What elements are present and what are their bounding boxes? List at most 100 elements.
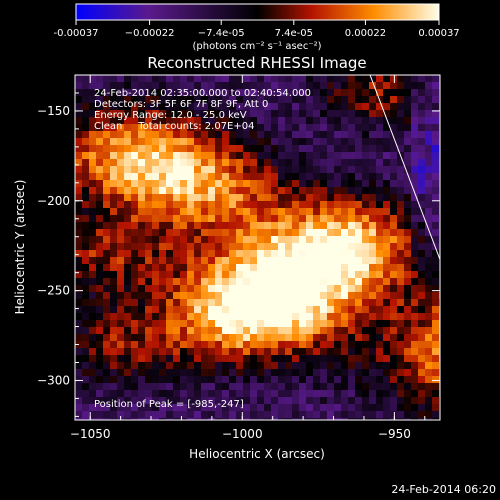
heatmap-cell	[229, 138, 236, 145]
heatmap-cell	[320, 201, 327, 208]
heatmap-cell	[215, 96, 222, 103]
heatmap-cell	[250, 334, 257, 341]
heatmap-cell	[362, 369, 369, 376]
heatmap-cell	[390, 411, 397, 418]
heatmap-cell	[180, 110, 187, 117]
heatmap-cell	[369, 306, 376, 313]
heatmap-cell	[166, 376, 173, 383]
heatmap-cell	[264, 166, 271, 173]
heatmap-cell	[334, 348, 341, 355]
heatmap-cell	[250, 124, 257, 131]
heatmap-cell	[320, 299, 327, 306]
heatmap-cell	[299, 152, 306, 159]
heatmap-cell	[404, 264, 411, 271]
heatmap-cell	[376, 201, 383, 208]
heatmap-cell	[173, 117, 180, 124]
heatmap-cell	[75, 159, 82, 166]
heatmap-cell	[411, 145, 418, 152]
heatmap-cell	[201, 229, 208, 236]
heatmap-cell	[355, 89, 362, 96]
heatmap-cell	[390, 348, 397, 355]
heatmap-cell	[383, 369, 390, 376]
heatmap-cell	[145, 292, 152, 299]
heatmap-cell	[208, 117, 215, 124]
heatmap-cell	[75, 264, 82, 271]
heatmap-cell	[341, 152, 348, 159]
heatmap-cell	[201, 285, 208, 292]
heatmap-cell	[131, 82, 138, 89]
heatmap-cell	[257, 348, 264, 355]
heatmap-cell	[299, 145, 306, 152]
heatmap-cell	[229, 124, 236, 131]
heatmap-cell	[194, 348, 201, 355]
heatmap-cell	[404, 117, 411, 124]
heatmap-cell	[243, 299, 250, 306]
heatmap-cell	[145, 320, 152, 327]
heatmap-cell	[383, 166, 390, 173]
heatmap-cell	[180, 362, 187, 369]
heatmap-cell	[194, 152, 201, 159]
heatmap-cell	[411, 131, 418, 138]
heatmap-cell	[432, 292, 439, 299]
heatmap-cell	[313, 89, 320, 96]
heatmap-cell	[418, 292, 425, 299]
heatmap-cell	[215, 271, 222, 278]
heatmap-cell	[313, 96, 320, 103]
heatmap-cell	[250, 292, 257, 299]
heatmap-cell	[152, 313, 159, 320]
heatmap-cell	[222, 236, 229, 243]
heatmap-cell	[397, 82, 404, 89]
heatmap-cell	[110, 334, 117, 341]
heatmap-cell	[411, 138, 418, 145]
heatmap-cell	[243, 278, 250, 285]
heatmap-cell	[159, 320, 166, 327]
heatmap-cell	[432, 173, 439, 180]
heatmap-cell	[152, 264, 159, 271]
heatmap-cell	[432, 229, 439, 236]
heatmap-cell	[215, 222, 222, 229]
heatmap-cell	[236, 390, 243, 397]
heatmap-cell	[299, 292, 306, 299]
heatmap-cell	[152, 320, 159, 327]
heatmap-cell	[152, 145, 159, 152]
heatmap-cell	[362, 75, 369, 82]
heatmap-cell	[257, 152, 264, 159]
heatmap-cell	[341, 229, 348, 236]
annotation-counts: Clean Total counts: 2.07E+04	[94, 121, 254, 132]
heatmap-cell	[348, 124, 355, 131]
heatmap-cell	[313, 131, 320, 138]
heatmap-cell	[348, 264, 355, 271]
heatmap-cell	[124, 348, 131, 355]
heatmap-cell	[397, 271, 404, 278]
heatmap-cell	[369, 222, 376, 229]
heatmap-cell	[341, 362, 348, 369]
heatmap-cell	[334, 152, 341, 159]
heatmap-cell	[411, 166, 418, 173]
heatmap-cell	[138, 306, 145, 313]
heatmap-cell	[432, 383, 439, 390]
heatmap-cell	[334, 257, 341, 264]
heatmap-cell	[397, 229, 404, 236]
heatmap-cell	[250, 236, 257, 243]
heatmap-cell	[271, 243, 278, 250]
heatmap-cell	[292, 103, 299, 110]
heatmap-cell	[166, 194, 173, 201]
heatmap-cell	[187, 75, 194, 82]
heatmap-cell	[278, 166, 285, 173]
heatmap-cell	[285, 362, 292, 369]
heatmap-cell	[425, 117, 432, 124]
heatmap-cell	[264, 390, 271, 397]
heatmap-cell	[271, 145, 278, 152]
heatmap-cell	[250, 397, 257, 404]
heatmap-cell	[138, 355, 145, 362]
heatmap-cell	[180, 369, 187, 376]
heatmap-cell	[173, 229, 180, 236]
heatmap-cell	[152, 208, 159, 215]
heatmap-cell	[152, 292, 159, 299]
heatmap-cell	[369, 292, 376, 299]
heatmap-cell	[264, 236, 271, 243]
heatmap-cell	[397, 355, 404, 362]
heatmap-cell	[131, 75, 138, 82]
heatmap-cell	[383, 327, 390, 334]
